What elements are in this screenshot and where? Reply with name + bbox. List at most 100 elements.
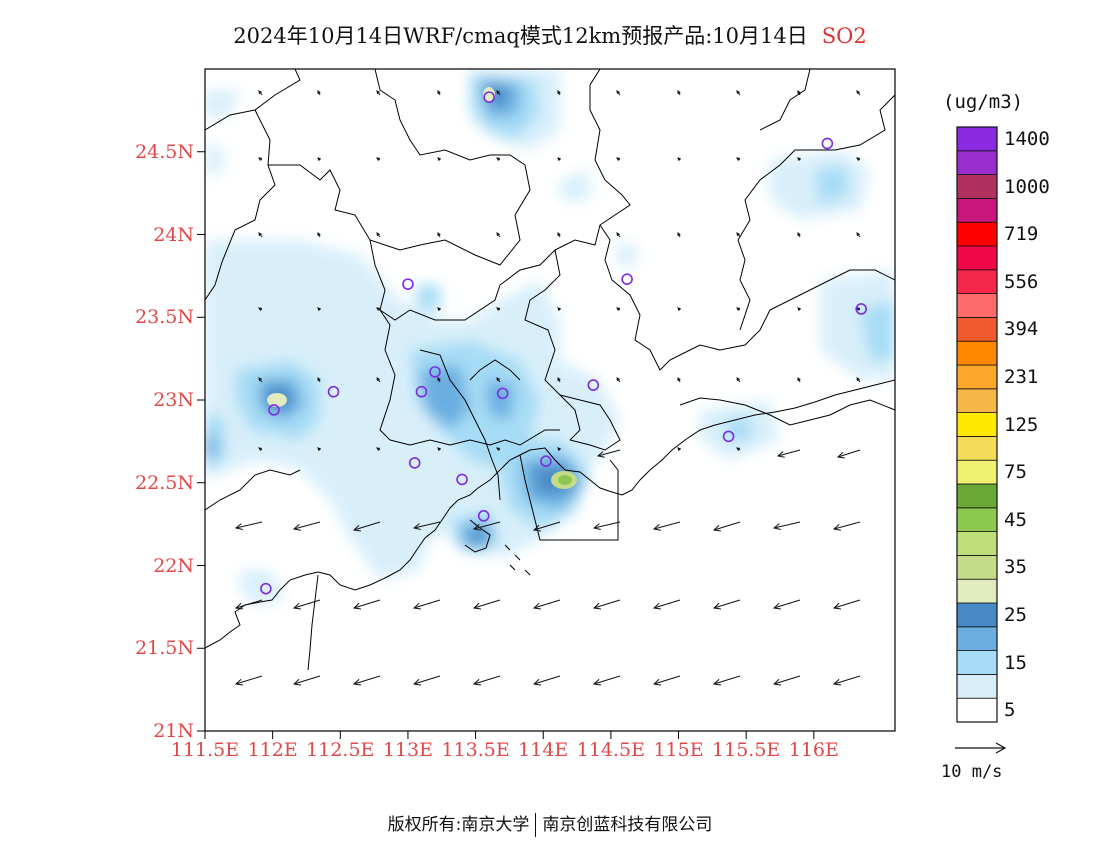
wind-arrow-head xyxy=(736,307,741,311)
wind-arrow xyxy=(713,599,741,609)
wind-arrow xyxy=(713,675,741,685)
wind-arrow xyxy=(293,599,321,609)
wind-arrow-head xyxy=(437,376,441,382)
wind-arrow-head xyxy=(352,602,361,610)
legend-value: 15 xyxy=(1004,651,1027,674)
wind-arrow-head xyxy=(437,231,441,237)
legend-value: 719 xyxy=(1004,223,1039,246)
lon-label: 113.5E xyxy=(441,739,510,761)
wind-arrow-head xyxy=(677,231,681,237)
legend-swatch xyxy=(956,364,998,390)
wind-arrow-head xyxy=(317,447,321,451)
legend-unit: (ug/m3) xyxy=(943,91,1024,113)
wind-arrow xyxy=(593,675,621,685)
wind-arrow-head xyxy=(677,89,681,95)
wind-arrow-head xyxy=(592,602,601,610)
station-marker xyxy=(268,404,280,416)
wind-arrow-head xyxy=(234,678,243,686)
wind-arrow-head xyxy=(652,678,661,686)
wind-arrow-head xyxy=(292,602,301,610)
wind-arrow-head xyxy=(472,524,481,531)
lat-label: 21N xyxy=(153,720,194,742)
wind-arrow-head xyxy=(677,307,681,311)
wind-arrow-head xyxy=(677,157,681,161)
wind-arrow-head xyxy=(712,524,721,532)
wind-arrow-head xyxy=(234,602,243,610)
wind-arrow-head xyxy=(677,376,681,382)
legend-swatch xyxy=(956,507,998,532)
wind-arrow xyxy=(777,449,801,457)
wind-arrow-head xyxy=(317,376,321,382)
wind-arrow xyxy=(593,521,621,529)
wind-arrow-head xyxy=(496,232,500,237)
wind-arrow xyxy=(473,599,501,609)
station-marker xyxy=(483,91,495,103)
legend-swatch xyxy=(956,293,998,318)
wind-reference-arrow xyxy=(955,742,1007,754)
legend-swatch xyxy=(956,245,998,271)
legend-swatch xyxy=(956,412,998,437)
wind-arrow-head xyxy=(496,307,501,311)
station-marker xyxy=(855,303,867,315)
wind-arrow-head xyxy=(496,377,500,382)
wind-arrow-head xyxy=(832,602,841,610)
wind-arrow xyxy=(773,599,801,609)
wind-arrow-head xyxy=(376,157,381,161)
wind-arrow-head xyxy=(496,90,500,95)
station-marker xyxy=(327,385,340,398)
wind-arrow-head xyxy=(472,602,481,610)
wind-arrow-head xyxy=(797,231,801,237)
wind-arrow-head xyxy=(532,524,541,532)
lon-label: 113E xyxy=(382,739,434,761)
station-marker xyxy=(821,137,834,150)
station-marker xyxy=(429,366,441,378)
wind-arrow-head xyxy=(856,157,861,161)
wind-arrow-head xyxy=(258,232,262,237)
wind-arrow-head xyxy=(472,678,481,686)
wind-arrow xyxy=(353,599,381,609)
legend-swatch xyxy=(956,316,998,342)
legend-swatch xyxy=(956,269,998,294)
station-marker xyxy=(587,379,600,391)
legend-swatch xyxy=(956,602,998,628)
legend-value: 231 xyxy=(1004,365,1039,388)
legend-value: 556 xyxy=(1004,270,1039,293)
wind-arrow-head xyxy=(592,523,601,531)
lon-label: 114.5E xyxy=(576,739,646,761)
province-boundaries xyxy=(205,69,895,511)
wind-arrow-head xyxy=(557,231,561,237)
wind-arrow-head xyxy=(376,447,381,451)
wind-arrow-head xyxy=(616,377,620,382)
lat-label: 23.5N xyxy=(135,306,194,329)
legend-swatch xyxy=(956,483,998,509)
wind-arrow xyxy=(353,521,381,531)
title-pollutant: SO2 xyxy=(821,24,867,48)
wind-arrow-head xyxy=(496,447,501,451)
legend-swatch xyxy=(956,388,998,413)
wind-arrow-head xyxy=(258,157,263,161)
wind-arrow-head xyxy=(712,678,721,686)
wind-arrow xyxy=(293,675,321,685)
legend-swatch xyxy=(956,150,998,176)
wind-arrow-head xyxy=(557,447,561,451)
wind-arrow xyxy=(773,521,801,529)
legend-swatch xyxy=(956,531,998,556)
wind-arrow-head xyxy=(557,89,561,95)
wind-arrow-head xyxy=(772,678,781,686)
wind-arrow-head xyxy=(412,678,421,686)
wind-arrow-head xyxy=(437,157,441,161)
title-main: 2024年10月14日WRF/cmaq模式12km预报产品:10月14日 xyxy=(233,24,808,48)
wind-arrow xyxy=(713,521,741,531)
wind-arrow-head xyxy=(677,447,681,451)
wind-arrow-head xyxy=(532,602,541,610)
footer-separator xyxy=(535,813,537,837)
lon-label: 114E xyxy=(518,739,569,761)
wind-arrow xyxy=(533,599,561,609)
wind-arrow xyxy=(473,521,501,530)
wind-arrow-head xyxy=(712,602,721,610)
wind-arrow-head xyxy=(776,451,785,458)
wind-arrow-head xyxy=(592,678,601,686)
coastline xyxy=(205,379,895,671)
wind-arrow-head xyxy=(736,377,740,382)
